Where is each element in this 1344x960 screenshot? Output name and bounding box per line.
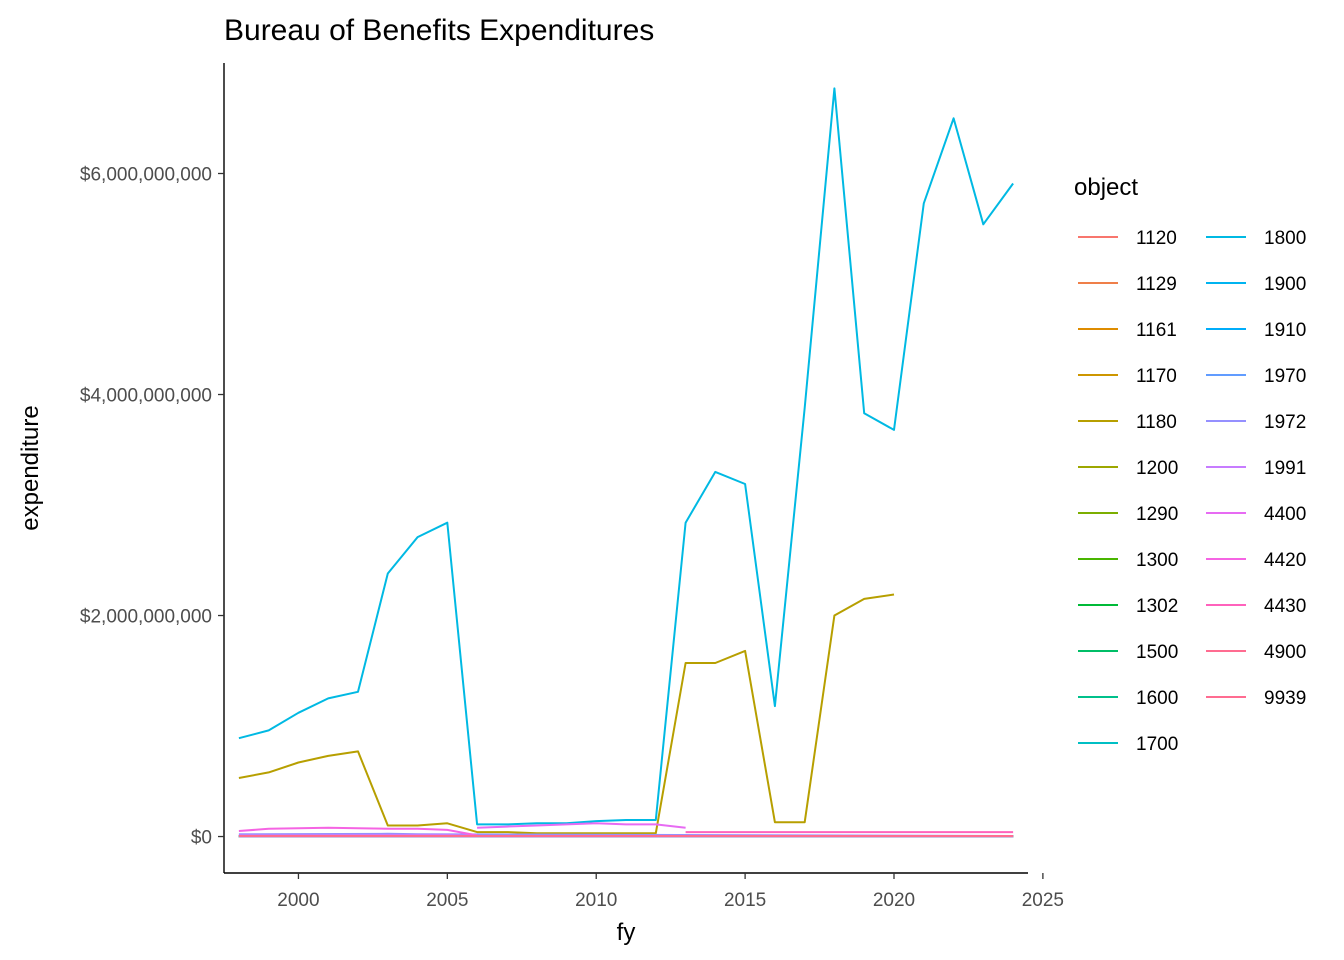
y-tick-label: $2,000,000,000 — [80, 607, 212, 628]
x-axis-ticks: 2000 2005 2010 2015 2020 2025 — [277, 873, 1064, 911]
legend-label-1290: 1290 — [1136, 504, 1178, 525]
series-line-1180 — [238, 593, 895, 835]
legend-label-4400: 4400 — [1264, 504, 1306, 525]
legend-label-4900: 4900 — [1264, 642, 1306, 663]
legend-label-4420: 4420 — [1264, 550, 1306, 571]
legend-label-1161: 1161 — [1136, 320, 1177, 341]
y-axis-title: expenditure — [17, 405, 44, 530]
x-tick-label: 2025 — [1022, 890, 1064, 911]
legend-label-1500: 1500 — [1136, 642, 1178, 663]
series-lines — [238, 87, 1014, 838]
legend-label-9939: 9939 — [1264, 688, 1306, 709]
x-tick-label: 2015 — [724, 890, 766, 911]
legend-label-1700: 1700 — [1136, 734, 1178, 755]
legend-label-1991: 1991 — [1264, 458, 1306, 479]
legend-label-1910: 1910 — [1264, 320, 1306, 341]
x-axis-title: fy — [617, 919, 636, 946]
x-tick-label: 2010 — [575, 890, 617, 911]
legend-label-1302: 1302 — [1136, 596, 1178, 617]
legend-label-1900: 1900 — [1264, 274, 1306, 295]
legend-label-1800: 1800 — [1264, 228, 1306, 249]
legend: 1120 1129 1161 1170 1180 1200 1290 1300 1302 1500… — [1078, 228, 1306, 755]
legend-label-1970: 1970 — [1264, 366, 1306, 387]
chart-title: Bureau of Benefits Expenditures — [224, 14, 654, 47]
legend-label-4430: 4430 — [1264, 596, 1306, 617]
legend-label-1170: 1170 — [1136, 366, 1177, 387]
x-tick-label: 2000 — [277, 890, 319, 911]
series-line-4400 — [477, 822, 686, 829]
legend-title: object — [1074, 174, 1138, 201]
series-line-4420 — [238, 826, 478, 837]
y-tick-label: $4,000,000,000 — [80, 386, 212, 407]
legend-label-1120: 1120 — [1136, 228, 1177, 249]
x-tick-label: 2020 — [873, 890, 915, 911]
y-axis-ticks: $0 $2,000,000,000 $4,000,000,000 $6,000,000… — [80, 165, 224, 849]
legend-label-1180: 1180 — [1136, 412, 1177, 433]
legend-label-1129: 1129 — [1136, 274, 1177, 295]
x-tick-label: 2005 — [426, 890, 468, 911]
legend-label-1600: 1600 — [1136, 688, 1178, 709]
y-tick-label: $6,000,000,000 — [80, 165, 212, 186]
y-tick-label: $0 — [191, 828, 212, 849]
legend-label-1300: 1300 — [1136, 550, 1178, 571]
series-line-1800 — [238, 87, 1014, 826]
legend-label-1200: 1200 — [1136, 458, 1178, 479]
legend-label-1972: 1972 — [1264, 412, 1306, 433]
